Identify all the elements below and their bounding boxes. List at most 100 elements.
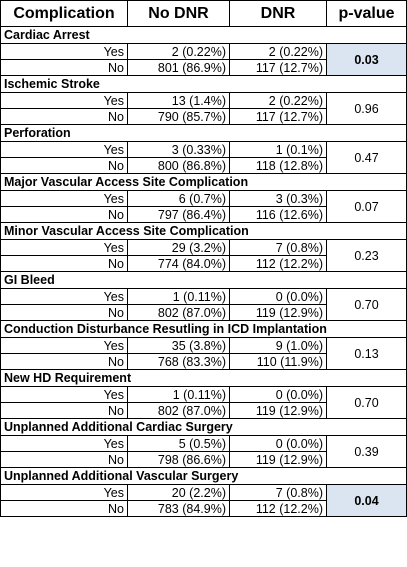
complication-title: Minor Vascular Access Site Complication: [0, 222, 407, 240]
complication-title: Perforation: [0, 124, 407, 142]
no-dnr-value: 13 (1.4%): [127, 92, 230, 109]
complication-title: Ischemic Stroke: [0, 75, 407, 93]
dnr-value: 118 (12.8%): [229, 157, 327, 174]
table-row-yes: Yes 1 (0.11%) 0 (0.0%) 0.70: [0, 386, 407, 419]
p-value-cell: 0.13: [326, 337, 407, 370]
dnr-value: 110 (11.9%): [229, 353, 327, 370]
p-value-cell: 0.70: [326, 386, 407, 419]
table-row-no: No 790 (85.7%) 117 (12.7%): [0, 108, 407, 125]
no-dnr-value: 802 (87.0%): [127, 304, 230, 321]
group-title-row: Cardiac Arrest: [0, 26, 407, 44]
dnr-value: 9 (1.0%): [229, 337, 327, 354]
row-label: Yes: [0, 141, 128, 158]
p-value-cell: 0.47: [326, 141, 407, 174]
row-label: No: [0, 451, 128, 468]
table-row-no: No 768 (83.3%) 110 (11.9%): [0, 353, 407, 370]
row-label: Yes: [0, 288, 128, 305]
table-row-yes: Yes 20 (2.2%) 7 (0.8%) 0.04: [0, 484, 407, 517]
p-value-cell: 0.70: [326, 288, 407, 321]
row-label: No: [0, 157, 128, 174]
table-row-yes: Yes 35 (3.8%) 9 (1.0%) 0.13: [0, 337, 407, 370]
row-label: Yes: [0, 435, 128, 452]
dnr-value: 119 (12.9%): [229, 451, 327, 468]
complication-title: Cardiac Arrest: [0, 26, 407, 44]
p-value-cell: 0.04: [326, 484, 407, 517]
table-row-no: No 802 (87.0%) 119 (12.9%): [0, 304, 407, 321]
row-label: No: [0, 304, 128, 321]
p-value-cell: 0.23: [326, 239, 407, 272]
dnr-value: 2 (0.22%): [229, 43, 327, 60]
table-row-yes: Yes 3 (0.33%) 1 (0.1%) 0.47: [0, 141, 407, 174]
header-complication: Complication: [0, 0, 128, 27]
no-dnr-value: 2 (0.22%): [127, 43, 230, 60]
p-value-cell: 0.39: [326, 435, 407, 468]
row-label: No: [0, 500, 128, 517]
dnr-value: 2 (0.22%): [229, 92, 327, 109]
p-value-cell: 0.07: [326, 190, 407, 223]
no-dnr-value: 1 (0.11%): [127, 386, 230, 403]
row-label: Yes: [0, 92, 128, 109]
dnr-value: 0 (0.0%): [229, 435, 327, 452]
no-dnr-value: 800 (86.8%): [127, 157, 230, 174]
table-row-no: No 802 (87.0%) 119 (12.9%): [0, 402, 407, 419]
row-label: No: [0, 108, 128, 125]
no-dnr-value: 797 (86.4%): [127, 206, 230, 223]
complication-title: Conduction Disturbance Resutling in ICD …: [0, 320, 407, 338]
p-value-cell: 0.96: [326, 92, 407, 125]
table-body: Cardiac Arrest Yes 2 (0.22%) 2 (0.22%) 0.03 N…: [0, 26, 407, 517]
table-row-no: No 783 (84.9%) 112 (12.2%): [0, 500, 407, 517]
row-label: No: [0, 402, 128, 419]
p-value-cell: 0.03: [326, 43, 407, 76]
table-row-yes: Yes 1 (0.11%) 0 (0.0%) 0.70: [0, 288, 407, 321]
group-title-row: Minor Vascular Access Site Complication: [0, 222, 407, 240]
header-row: Complication No DNR DNR p-value: [0, 0, 407, 27]
header-dnr: DNR: [229, 0, 327, 27]
group-title-row: Unplanned Additional Cardiac Surgery: [0, 418, 407, 436]
no-dnr-value: 5 (0.5%): [127, 435, 230, 452]
header-p-value: p-value: [326, 0, 407, 27]
header-no-dnr: No DNR: [127, 0, 230, 27]
row-label: No: [0, 353, 128, 370]
dnr-value: 7 (0.8%): [229, 484, 327, 501]
table-row-no: No 797 (86.4%) 116 (12.6%): [0, 206, 407, 223]
row-label: Yes: [0, 337, 128, 354]
table-row-yes: Yes 5 (0.5%) 0 (0.0%) 0.39: [0, 435, 407, 468]
no-dnr-value: 802 (87.0%): [127, 402, 230, 419]
complications-table: Complication No DNR DNR p-value Cardiac …: [0, 0, 407, 517]
group-title-row: Perforation: [0, 124, 407, 142]
row-label: No: [0, 59, 128, 76]
no-dnr-value: 768 (83.3%): [127, 353, 230, 370]
group-title-row: Major Vascular Access Site Complication: [0, 173, 407, 191]
dnr-value: 7 (0.8%): [229, 239, 327, 256]
row-label: Yes: [0, 43, 128, 60]
no-dnr-value: 20 (2.2%): [127, 484, 230, 501]
group-title-row: Unplanned Additional Vascular Surgery: [0, 467, 407, 485]
group-title-row: GI Bleed: [0, 271, 407, 289]
dnr-value: 119 (12.9%): [229, 304, 327, 321]
no-dnr-value: 774 (84.0%): [127, 255, 230, 272]
table-row-no: No 798 (86.6%) 119 (12.9%): [0, 451, 407, 468]
table-row-yes: Yes 2 (0.22%) 2 (0.22%) 0.03: [0, 43, 407, 76]
dnr-value: 1 (0.1%): [229, 141, 327, 158]
no-dnr-value: 1 (0.11%): [127, 288, 230, 305]
table-row-yes: Yes 6 (0.7%) 3 (0.3%) 0.07: [0, 190, 407, 223]
no-dnr-value: 35 (3.8%): [127, 337, 230, 354]
complication-title: Unplanned Additional Cardiac Surgery: [0, 418, 407, 436]
no-dnr-value: 6 (0.7%): [127, 190, 230, 207]
complication-title: New HD Requirement: [0, 369, 407, 387]
row-label: Yes: [0, 386, 128, 403]
complication-title: GI Bleed: [0, 271, 407, 289]
row-label: No: [0, 206, 128, 223]
row-label: Yes: [0, 190, 128, 207]
table-row-yes: Yes 13 (1.4%) 2 (0.22%) 0.96: [0, 92, 407, 125]
no-dnr-value: 790 (85.7%): [127, 108, 230, 125]
dnr-value: 0 (0.0%): [229, 288, 327, 305]
no-dnr-value: 798 (86.6%): [127, 451, 230, 468]
dnr-value: 3 (0.3%): [229, 190, 327, 207]
row-label: No: [0, 255, 128, 272]
table-row-no: No 774 (84.0%) 112 (12.2%): [0, 255, 407, 272]
dnr-value: 117 (12.7%): [229, 108, 327, 125]
row-label: Yes: [0, 239, 128, 256]
dnr-value: 116 (12.6%): [229, 206, 327, 223]
no-dnr-value: 801 (86.9%): [127, 59, 230, 76]
